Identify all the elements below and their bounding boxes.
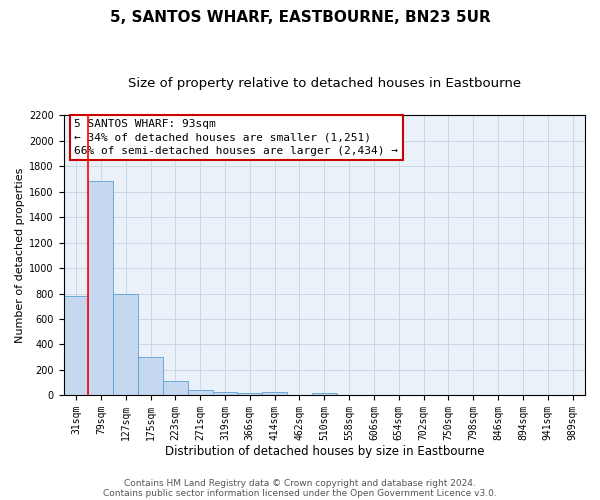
Bar [212,392,238,396]
Bar [163,380,188,396]
Bar [113,294,138,396]
Y-axis label: Number of detached properties: Number of detached properties [15,168,25,343]
Bar [262,392,287,396]
Bar [88,182,113,396]
Bar [64,296,88,396]
Bar [312,393,337,396]
Text: 5 SANTOS WHARF: 93sqm
← 34% of detached houses are smaller (1,251)
66% of semi-d: 5 SANTOS WHARF: 93sqm ← 34% of detached … [74,120,398,156]
Text: Contains HM Land Registry data © Crown copyright and database right 2024.: Contains HM Land Registry data © Crown c… [124,478,476,488]
Text: 5, SANTOS WHARF, EASTBOURNE, BN23 5UR: 5, SANTOS WHARF, EASTBOURNE, BN23 5UR [110,10,490,25]
Bar [238,393,262,396]
Text: Contains public sector information licensed under the Open Government Licence v3: Contains public sector information licen… [103,488,497,498]
Title: Size of property relative to detached houses in Eastbourne: Size of property relative to detached ho… [128,78,521,90]
X-axis label: Distribution of detached houses by size in Eastbourne: Distribution of detached houses by size … [164,444,484,458]
Bar [138,357,163,396]
Bar [188,390,212,396]
